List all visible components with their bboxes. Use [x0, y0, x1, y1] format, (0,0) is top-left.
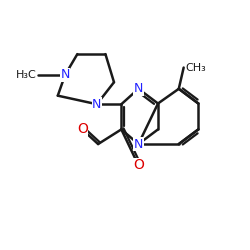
Text: N: N: [60, 68, 70, 82]
Text: O: O: [77, 122, 88, 136]
Text: CH₃: CH₃: [185, 62, 206, 72]
Text: H₃C: H₃C: [16, 70, 37, 80]
Text: O: O: [133, 158, 144, 172]
Text: N: N: [134, 82, 143, 95]
Text: N: N: [92, 98, 102, 111]
Text: N: N: [134, 138, 143, 150]
